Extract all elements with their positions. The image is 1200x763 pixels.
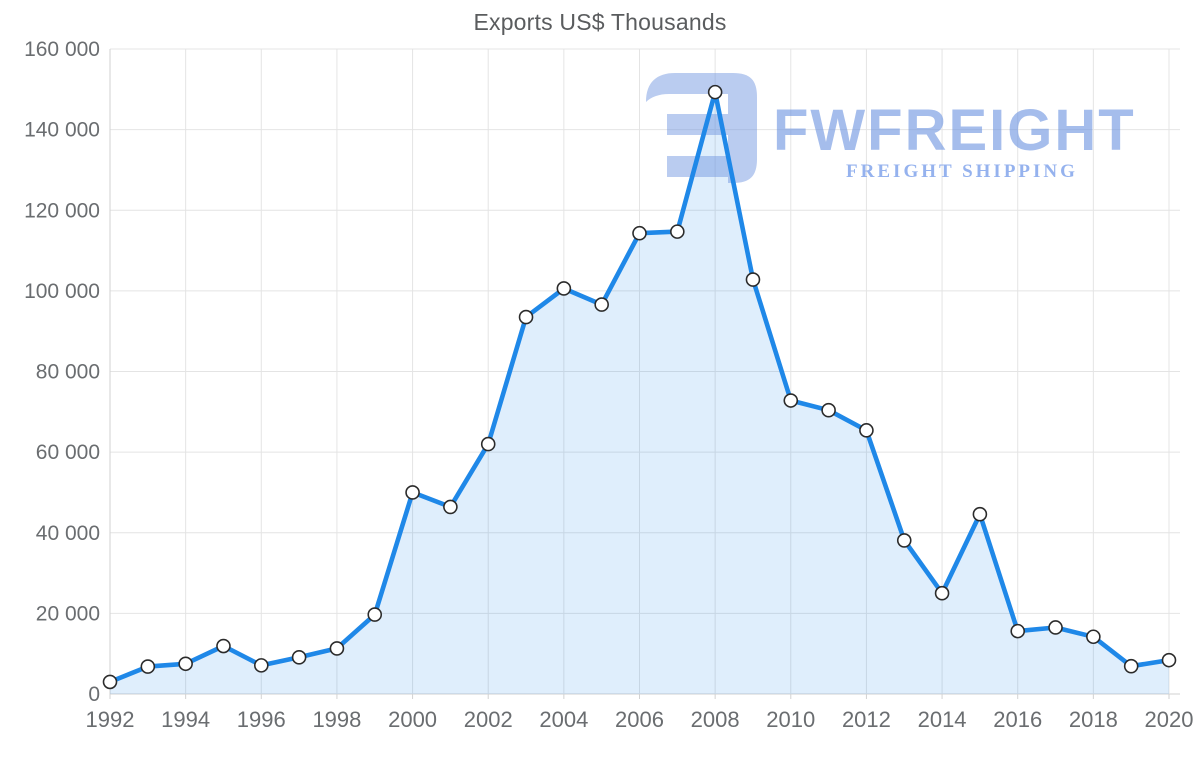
x-tick-label: 1996: [237, 707, 286, 732]
data-point[interactable]: [972, 506, 988, 522]
data-point[interactable]: [821, 402, 836, 418]
x-tick-label: 1994: [161, 707, 210, 732]
y-tick-label: 120 000: [24, 199, 100, 222]
x-tick-label: 2020: [1145, 707, 1194, 732]
data-point[interactable]: [291, 650, 307, 665]
chart-title: Exports US$ Thousands: [473, 9, 727, 35]
data-point[interactable]: [745, 272, 761, 287]
y-tick-label: 140 000: [24, 119, 100, 142]
data-point[interactable]: [1048, 620, 1063, 635]
data-point[interactable]: [140, 659, 156, 674]
data-point[interactable]: [707, 84, 723, 100]
watermark-tagline: FREIGHT SHIPPING: [846, 161, 1078, 182]
y-tick-label: 40 000: [36, 522, 100, 545]
data-point[interactable]: [480, 436, 496, 452]
x-tick-label: 2006: [615, 707, 664, 732]
x-tick-label: 2004: [539, 707, 588, 732]
y-tick-label: 100 000: [24, 280, 100, 303]
y-tick-label: 60 000: [36, 441, 100, 464]
data-point[interactable]: [329, 641, 345, 656]
y-tick-label: 160 000: [24, 38, 100, 61]
watermark-brand: FWFREIGHT: [773, 98, 1136, 163]
data-point[interactable]: [594, 297, 609, 312]
chart-gridlines: [109, 48, 1180, 699]
data-point[interactable]: [1161, 652, 1177, 668]
x-tick-label: 2012: [842, 707, 891, 732]
data-point[interactable]: [405, 485, 420, 500]
x-tick-label: 1992: [86, 707, 135, 732]
chart-data-points: [102, 84, 1177, 690]
data-point[interactable]: [896, 533, 912, 548]
data-point[interactable]: [556, 281, 572, 296]
x-tick-label: 2016: [993, 707, 1042, 732]
x-tick-label: 1998: [312, 707, 361, 732]
y-tick-label: 0: [88, 683, 100, 706]
x-tick-label: 2010: [766, 707, 815, 732]
fwfreight-logo-icon: [646, 73, 757, 183]
x-tick-label: 2002: [464, 707, 513, 732]
data-point[interactable]: [1123, 658, 1139, 674]
data-point[interactable]: [1010, 623, 1026, 639]
x-tick-label: 2008: [691, 707, 740, 732]
x-tick-label: 2014: [918, 707, 967, 732]
data-point[interactable]: [670, 224, 685, 239]
data-point[interactable]: [859, 423, 874, 438]
axis-labels: 0 20 000 40 000 60 000 80 000 100 000 120 000 1…: [24, 38, 1193, 732]
watermark: FWFREIGHT FREIGHT SHIPPING: [646, 73, 1136, 183]
x-tick-label: 2018: [1069, 707, 1118, 732]
data-point[interactable]: [178, 656, 193, 672]
data-point[interactable]: [783, 393, 799, 408]
y-tick-label: 20 000: [36, 602, 100, 625]
y-tick-label: 80 000: [36, 361, 100, 384]
data-point[interactable]: [367, 607, 383, 622]
data-point[interactable]: [253, 658, 269, 673]
data-point[interactable]: [632, 225, 647, 241]
data-point[interactable]: [1086, 629, 1101, 645]
data-point[interactable]: [216, 638, 231, 654]
data-point[interactable]: [518, 309, 534, 325]
x-tick-label: 2000: [388, 707, 437, 732]
data-point[interactable]: [102, 674, 118, 690]
data-point[interactable]: [443, 499, 458, 515]
data-point[interactable]: [934, 585, 950, 601]
